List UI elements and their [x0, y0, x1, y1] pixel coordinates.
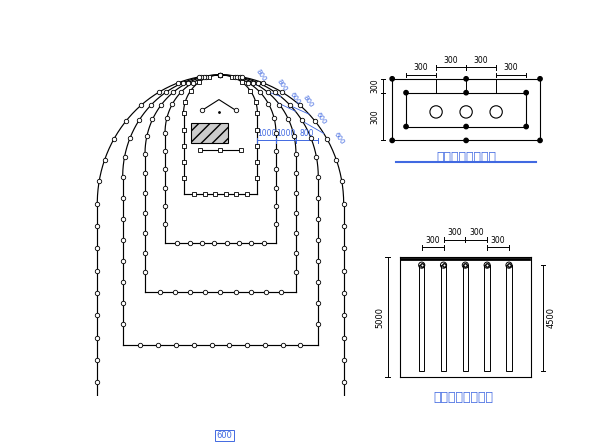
Text: 600: 600 — [217, 431, 233, 440]
Text: 300: 300 — [425, 236, 440, 245]
Circle shape — [404, 90, 408, 95]
Circle shape — [404, 125, 408, 129]
Circle shape — [538, 138, 542, 142]
Text: 4500: 4500 — [546, 307, 555, 328]
Text: 600: 600 — [333, 131, 345, 146]
Bar — [463, 265, 468, 371]
Circle shape — [538, 77, 542, 81]
Text: 1000: 1000 — [257, 129, 277, 138]
Text: 5000: 5000 — [376, 307, 384, 328]
Text: 800: 800 — [302, 94, 314, 109]
Text: 300: 300 — [371, 109, 380, 124]
Text: 300: 300 — [469, 228, 483, 237]
Text: 600: 600 — [315, 111, 327, 126]
Text: 300: 300 — [474, 56, 488, 65]
Text: 掏槽眼平面示意图: 掏槽眼平面示意图 — [436, 151, 496, 164]
Text: 300: 300 — [414, 63, 428, 72]
Circle shape — [464, 90, 468, 95]
Text: 300: 300 — [444, 56, 458, 65]
Bar — [485, 265, 490, 371]
Text: 800: 800 — [300, 129, 315, 138]
Text: 1000: 1000 — [276, 129, 296, 138]
Text: 掏槽眼剖面示意图: 掏槽眼剖面示意图 — [433, 391, 493, 404]
Bar — [506, 265, 512, 371]
Text: 600: 600 — [288, 91, 301, 105]
Circle shape — [390, 138, 394, 142]
Text: 800: 800 — [255, 68, 267, 83]
Bar — [406, 93, 526, 126]
Bar — [419, 265, 424, 371]
Circle shape — [524, 125, 528, 129]
Circle shape — [464, 138, 468, 142]
Bar — [392, 79, 540, 141]
Text: 300: 300 — [371, 78, 380, 93]
Text: 300: 300 — [504, 63, 518, 72]
Circle shape — [464, 125, 468, 129]
Text: 300: 300 — [491, 236, 506, 245]
Bar — [191, 123, 228, 143]
Bar — [441, 265, 446, 371]
Text: 300: 300 — [447, 228, 461, 237]
Circle shape — [524, 90, 528, 95]
Circle shape — [464, 77, 468, 81]
Circle shape — [390, 77, 394, 81]
Text: 800: 800 — [275, 78, 288, 93]
